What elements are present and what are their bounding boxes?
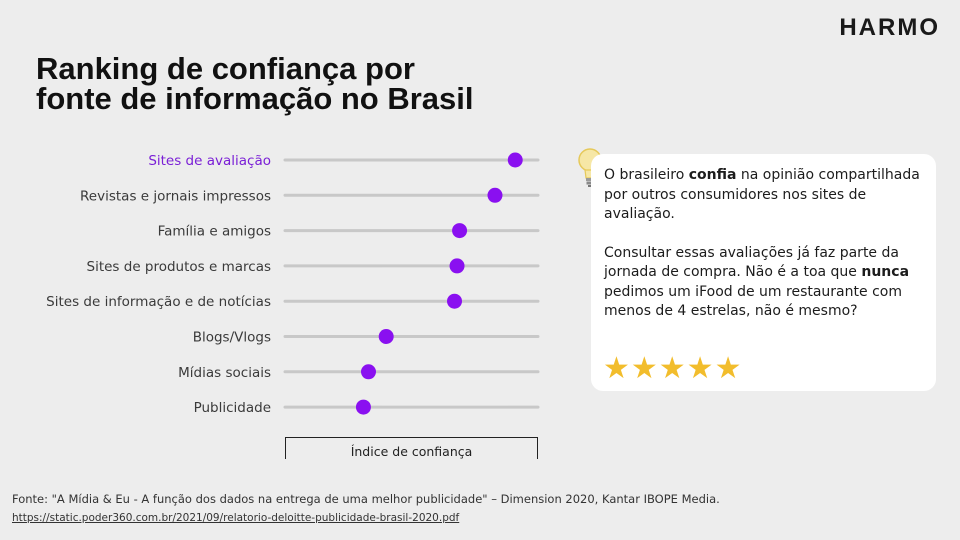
- callout-paragraph-1: O brasileiro confia na opinião compartil…: [604, 166, 922, 225]
- source-citation: Fonte: "A Mídia & Eu - A função dos dado…: [12, 492, 720, 506]
- callout-text: Consultar essas avaliações já faz parte …: [604, 244, 899, 281]
- category-label: Sites de informação e de notícias: [46, 294, 271, 310]
- data-point: [487, 187, 503, 203]
- category-label: Revistas e jornais impressos: [80, 188, 271, 204]
- data-point: [507, 152, 523, 168]
- data-point: [452, 223, 468, 239]
- data-point: [447, 293, 463, 309]
- callout-text: na opinião compartilhada por outros cons…: [604, 167, 920, 222]
- brand-logo: HARMO: [839, 14, 940, 41]
- callout-emphasis: nunca: [861, 264, 910, 280]
- category-label: Publicidade: [194, 400, 271, 416]
- trust-ranking-chart: Sites de avaliação Revistas e jornais imp…: [46, 152, 540, 416]
- callout-paragraph-2: Consultar essas avaliações já faz parte …: [604, 244, 922, 322]
- category-label: Blogs/Vlogs: [193, 330, 271, 346]
- data-point: [355, 399, 371, 415]
- callout-emphasis: confia: [688, 167, 737, 183]
- callout-text: O brasileiro: [604, 167, 689, 183]
- category-label: Família e amigos: [158, 224, 271, 240]
- source-link[interactable]: https://static.poder360.com.br/2021/09/r…: [12, 512, 460, 524]
- data-point: [360, 364, 376, 380]
- title-line-1: Ranking de confiança por: [36, 51, 415, 86]
- data-point: [449, 258, 465, 274]
- insight-callout: O brasileiro confia na opinião compartil…: [591, 154, 936, 391]
- x-axis-label: Índice de confiança: [285, 437, 538, 459]
- category-label: Sites de avaliação: [148, 153, 271, 169]
- data-point: [378, 329, 394, 344]
- title-line-2: fonte de informação no Brasil: [36, 81, 474, 116]
- category-label: Mídias sociais: [178, 365, 271, 381]
- category-label: Sites de produtos e marcas: [87, 259, 272, 275]
- rating-stars-icon: ★★★★★: [603, 350, 743, 386]
- callout-text: pedimos um iFood de um restaurante com m…: [604, 283, 902, 320]
- page-title: Ranking de confiança por fonte de inform…: [36, 51, 596, 116]
